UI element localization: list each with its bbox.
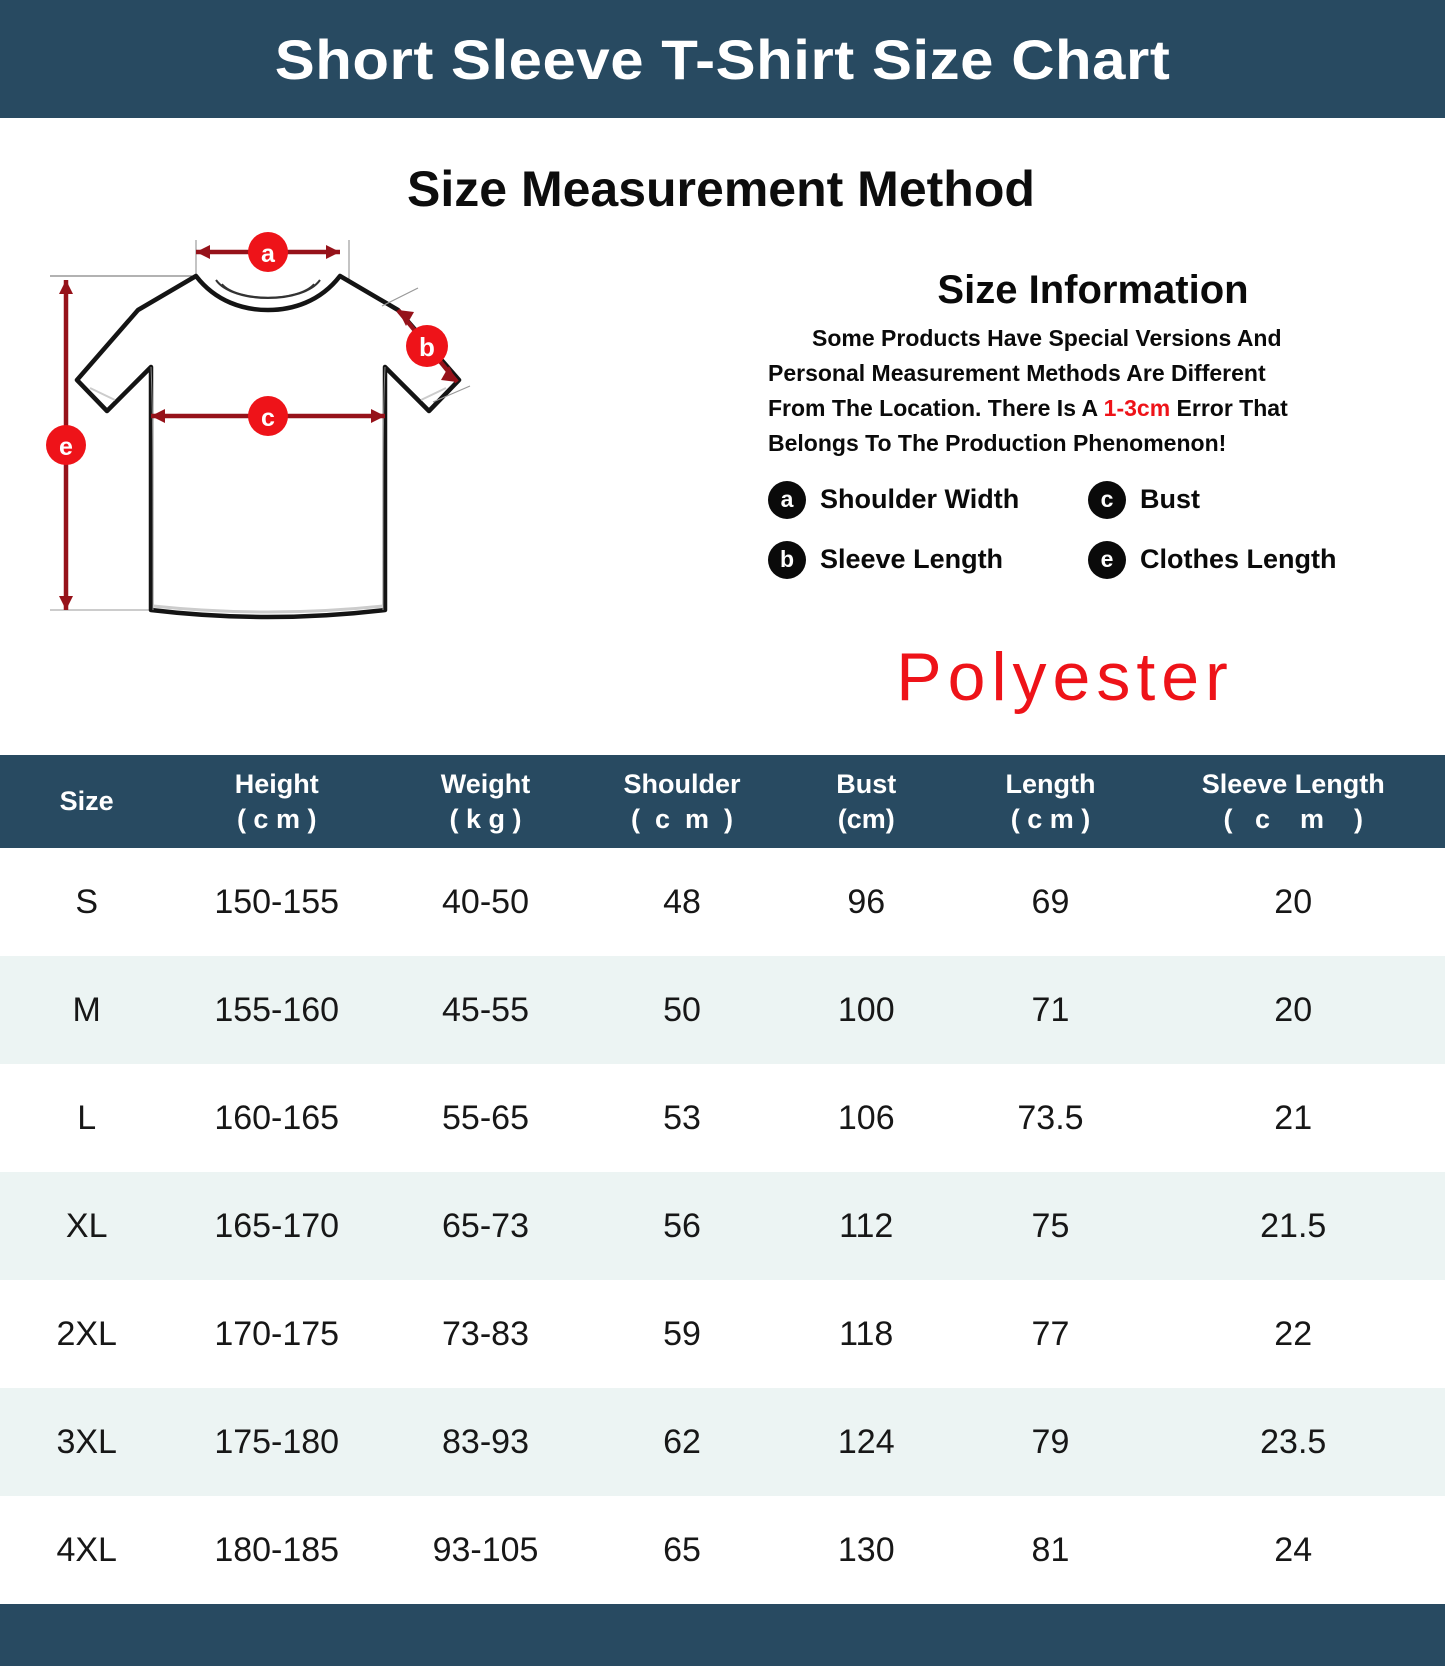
svg-text:c: c [261,404,275,432]
svg-text:a: a [261,240,276,268]
svg-text:b: b [419,332,435,362]
svg-text:e: e [59,433,73,461]
